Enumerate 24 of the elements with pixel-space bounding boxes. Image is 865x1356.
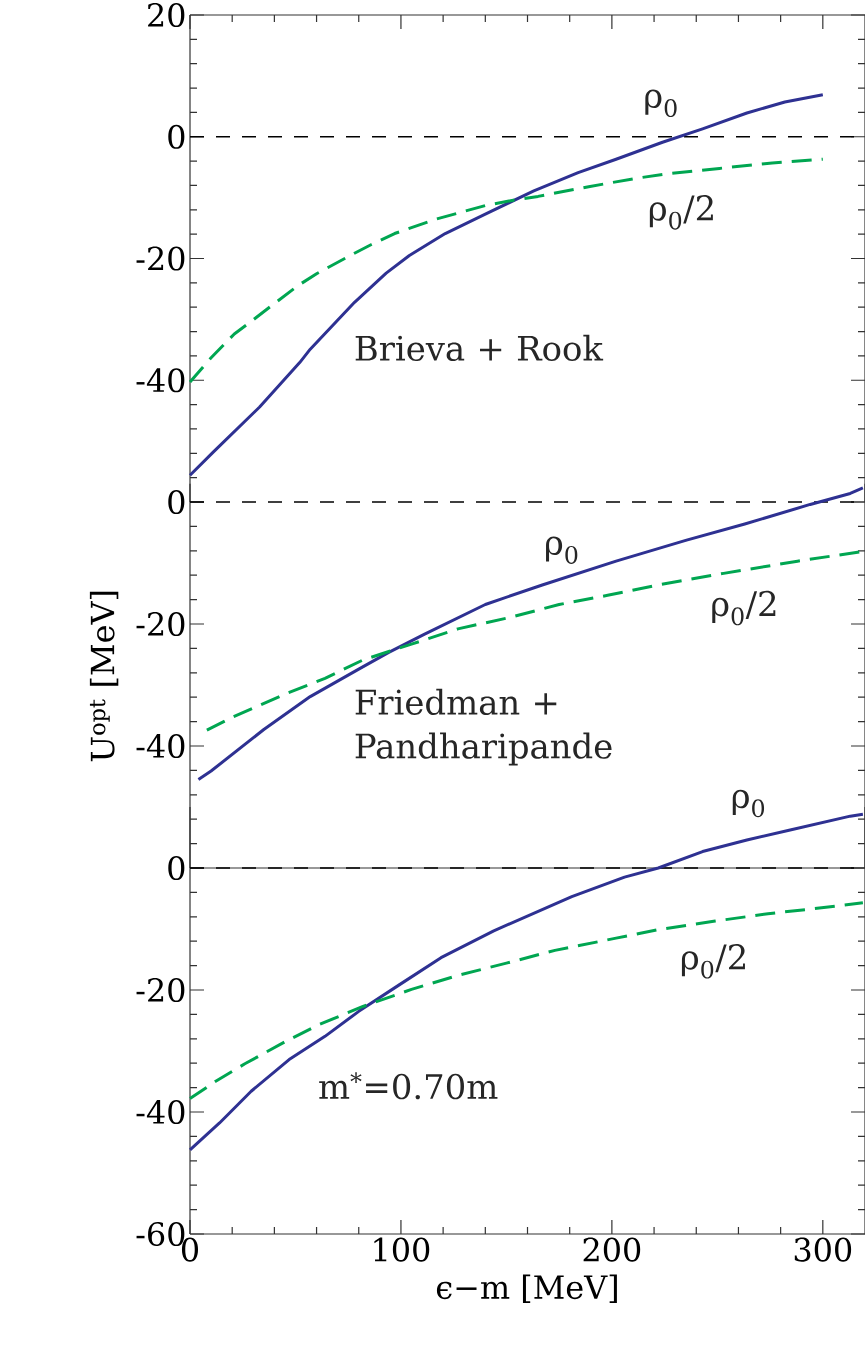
y-axis-title: U$^{opt}$ [MeV]: [89, 591, 119, 762]
series-label: ρ$_{0}$/2: [712, 590, 776, 626]
y-tick-label: -40: [136, 1099, 185, 1125]
x-tick-label: 200: [583, 1237, 641, 1262]
y-tick-label: 0: [168, 855, 185, 881]
series-label: ρ$_{0}$: [546, 536, 578, 564]
y-tick-label: 0: [168, 124, 185, 149]
x-tick-label: 300: [794, 1237, 852, 1262]
y-tick-label: -20: [136, 977, 185, 1003]
annotation: m$^{*}$=0.70m: [319, 1072, 498, 1100]
series-label: ρ$_{0}$/2: [681, 944, 745, 979]
series-label: ρ$_{0}$/2: [649, 195, 713, 230]
y-tick-label: -20: [136, 246, 185, 271]
y-tick-label: 0: [168, 489, 185, 515]
x-axis-title: ϵ−m [MeV]: [436, 1274, 617, 1303]
x-tick-label: 100: [374, 1237, 430, 1262]
series-label: ρ$_{0}$: [732, 789, 765, 818]
y-tick-label: 20: [148, 2, 185, 28]
y-tick-label: -40: [136, 368, 185, 393]
series-label: ρ$_{0}$: [645, 89, 677, 118]
annotation: Brieva + Rook: [355, 334, 604, 362]
annotation: Friedman + Pandharipande: [355, 688, 612, 766]
y-tick-label: -20: [136, 611, 185, 637]
y-tick-label: -40: [136, 733, 185, 759]
